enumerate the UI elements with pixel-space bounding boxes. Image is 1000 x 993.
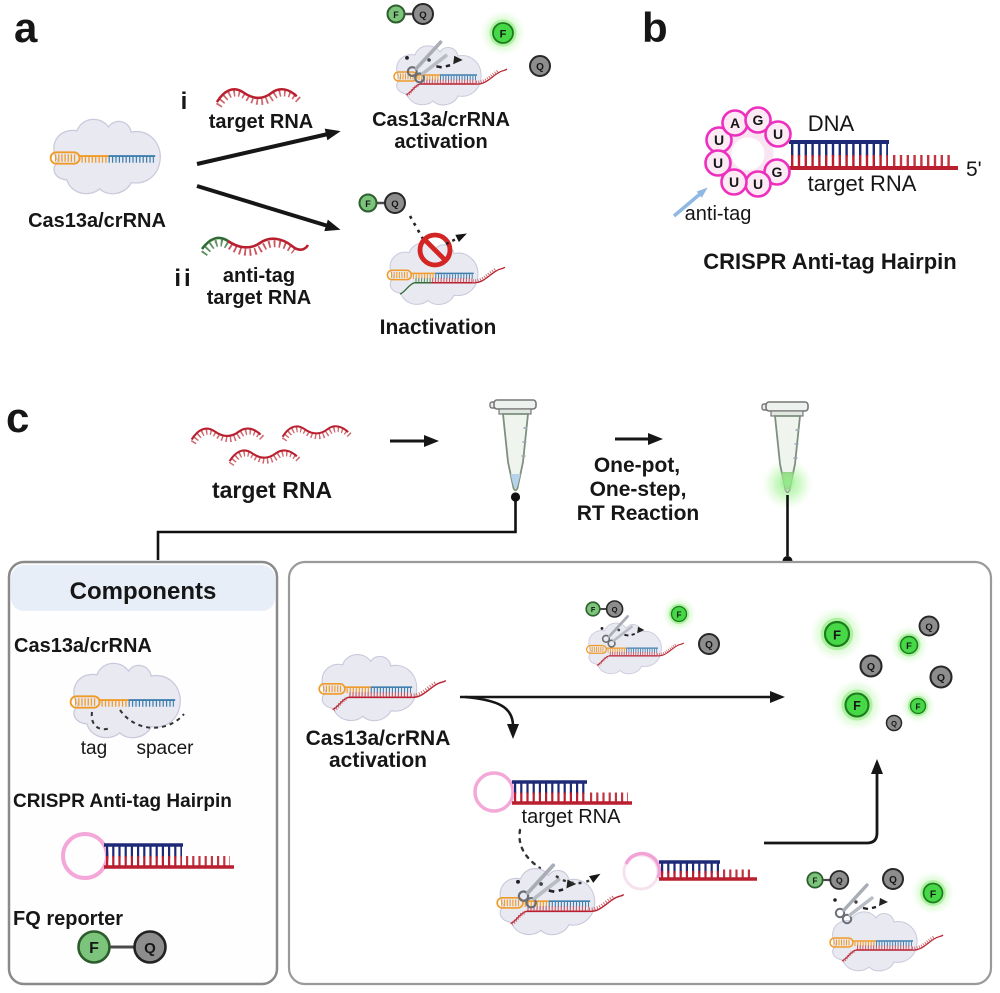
anti-tag-label-line2: target RNA [207, 287, 311, 309]
input-target-rna-label: target RNA [212, 477, 332, 503]
box-activation-line2: activation [329, 749, 427, 772]
panel-a-label: a [14, 4, 38, 51]
fluorophore-letter: F [89, 940, 99, 957]
reaction-box: Cas13a/crRNA activation target RNA [287, 560, 993, 986]
reaction-label-line2: One-step, [590, 478, 687, 501]
target-rna-label-b: target RNA [808, 171, 917, 196]
loop-base: A [730, 115, 740, 131]
components-item3-title: FQ reporter [13, 908, 123, 930]
hairpin-component-icon [61, 832, 234, 880]
anti-tag-loop: U A G U G U U U [704, 106, 792, 198]
arrow-branch-i [196, 128, 341, 166]
panel-a: a Cas13a/crRNA i target RNA ii anti-tag … [14, 2, 551, 339]
reaction-tube-output [761, 401, 814, 510]
blocked-release-arrow [445, 233, 467, 246]
panel-b-caption: CRISPR Anti-tag Hairpin [703, 249, 956, 274]
hairpin-target-duplex: target RNA [473, 771, 632, 828]
components-box: Components Cas13a/crRNA tag spacer CRISP… [7, 560, 279, 986]
dna-label: DNA [808, 111, 855, 136]
loop-base: U [713, 155, 723, 171]
inactivation-result: Inactivation [358, 191, 505, 339]
anti-tag-rna-squiggle [200, 236, 310, 257]
reaction-label-line1: One-pot, [594, 454, 680, 477]
box-activation-line1: Cas13a/crRNA [306, 727, 451, 750]
loop-base: U [729, 174, 739, 190]
loop-base: U [714, 132, 724, 148]
target-rna-label-a: target RNA [209, 111, 313, 133]
loop-base: G [772, 164, 783, 180]
cas13a-crrna-label: Cas13a/crRNA [28, 210, 166, 232]
spacer-label: spacer [136, 738, 194, 759]
spacer-callout-dashes [119, 709, 185, 729]
connector-line-components [156, 497, 517, 560]
branch-ii-numeral: ii [174, 265, 193, 292]
arrow-branch-down [464, 695, 519, 739]
components-title: Components [70, 578, 217, 605]
anti-tag-hairpin-duplex [789, 140, 958, 170]
loop-base: U [753, 176, 763, 192]
branch-i-numeral: i [181, 88, 188, 115]
loop-base: G [753, 112, 764, 128]
components-item2-title: CRISPR Anti-tag Hairpin [13, 791, 232, 812]
five-prime-label: 5' [966, 158, 982, 181]
tag-label: tag [81, 738, 107, 759]
quencher-letter: Q [144, 940, 156, 957]
panel-b-label: b [642, 4, 668, 51]
activation-result: Cas13a/crRNA activation [372, 2, 551, 153]
panel-b: b U A G U G U U U DNA target RNA 5' anti… [642, 4, 982, 274]
components-item1-title: Cas13a/crRNA [14, 635, 152, 657]
components-header-band [11, 565, 275, 611]
tag-callout-dashes [90, 711, 111, 731]
arrow-branch-ii [196, 184, 341, 232]
fq-reporter-component-icon: F Q [77, 930, 167, 964]
panel-c-label: c [6, 394, 29, 441]
cleaved-hairpin-product [622, 851, 757, 891]
anti-tag-pointer-arrow [672, 187, 708, 218]
hairpin-target-label: target RNA [522, 806, 622, 828]
activation-label-line1: Cas13a/crRNA [372, 109, 510, 131]
loop-base: U [773, 126, 783, 142]
tube-liquid-blue [510, 474, 521, 488]
panel-c: c target RNA One-pot, One-step, RT React… [6, 394, 993, 986]
reaction-label-line3: RT Reaction [577, 502, 700, 525]
anti-tag-label-line1: anti-tag [223, 265, 295, 287]
activation-label-line2: activation [394, 131, 487, 153]
anti-tag-label: anti-tag [685, 203, 752, 225]
inactivation-label: Inactivation [380, 316, 497, 339]
arrow-elbow-up [764, 759, 883, 845]
